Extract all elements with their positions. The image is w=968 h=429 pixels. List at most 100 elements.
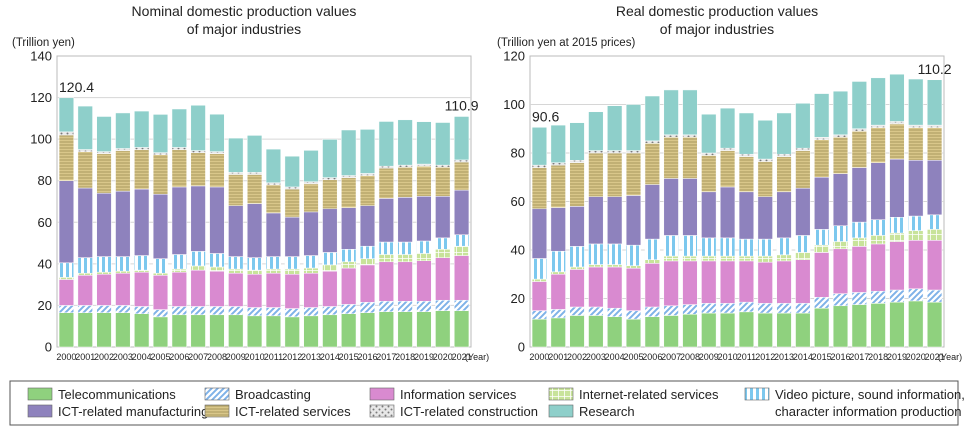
bar-segment [209, 266, 225, 272]
bar-segment [776, 112, 792, 155]
bar-segment [77, 187, 93, 258]
bar-segment [644, 306, 660, 317]
data-label: 120.4 [59, 79, 94, 95]
bar-segment [738, 301, 754, 313]
bar-segment [550, 250, 566, 273]
bar-segment [889, 158, 905, 218]
bar-segment [115, 148, 131, 151]
bar-segment [247, 315, 263, 348]
bar-segment [322, 252, 338, 266]
bar-segment [776, 191, 792, 239]
bar-segment [569, 162, 585, 207]
legend-swatch [369, 387, 395, 401]
bar-segment [435, 249, 451, 258]
bar-segment [851, 237, 867, 247]
bar-segment [454, 161, 470, 191]
bar-segment [531, 208, 547, 259]
bar-segment [134, 271, 150, 307]
x-axis-label: (Year) [465, 352, 489, 362]
bar-segment [58, 277, 74, 280]
bar-segment [247, 307, 263, 317]
x-tick-label: 2019 [414, 352, 434, 362]
bar-segment [701, 260, 717, 304]
bar-segment [569, 246, 585, 268]
bar-segment [550, 162, 566, 166]
bar-segment [644, 263, 660, 308]
bar-segment [870, 124, 886, 128]
bar-segment [247, 174, 263, 204]
x-tick-label: 2000 [56, 352, 76, 362]
x-tick-label: 2020 [906, 352, 926, 362]
bar-segment [228, 205, 244, 257]
bar-segment [908, 160, 924, 217]
legend-label: ICT-related construction [400, 404, 538, 419]
bar-segment [435, 257, 451, 301]
bar-segment [569, 160, 585, 163]
bar-segment [134, 255, 150, 271]
bar-segment [322, 139, 338, 178]
bar-segment [701, 155, 717, 193]
legend-swatch [27, 387, 53, 401]
bar-segment [397, 197, 413, 243]
bar-segment [435, 299, 451, 311]
bar-segment [77, 305, 93, 313]
bar-segment [851, 292, 867, 305]
bar-segment [341, 207, 357, 250]
chart-title-line: Nominal domestic production values [132, 3, 357, 19]
bar-segment [607, 152, 623, 197]
bar-segment [814, 93, 830, 138]
bar-segment [96, 312, 112, 348]
bar-segment [378, 301, 394, 312]
bar-segment [58, 312, 74, 348]
bar-segment [531, 127, 547, 166]
bar-segment [416, 260, 432, 302]
bar-segment [284, 155, 300, 188]
bar-segment [776, 156, 792, 193]
bar-segment [851, 81, 867, 129]
bar-segment [322, 177, 338, 180]
x-axis-label: (Year) [938, 352, 962, 362]
nominal-chart: Nominal domestic production values of maj… [12, 3, 489, 362]
bar-segment [77, 272, 93, 276]
bar-segment [171, 314, 187, 348]
bar-segment [795, 187, 811, 236]
bar-segment [284, 216, 300, 257]
y-tick-label: 80 [511, 146, 525, 161]
legend-label: Internet-related services [579, 387, 719, 402]
bar-segment [757, 161, 773, 197]
bar-segment [588, 196, 604, 245]
bar-segment [284, 256, 300, 270]
bar-segment [644, 238, 660, 260]
bar-segment [588, 243, 604, 265]
bar-segment [435, 164, 451, 168]
series-information-services [58, 255, 470, 310]
legend-item-telecommunications: Telecommunications [27, 387, 176, 402]
bar-segment [265, 272, 281, 308]
bar-segment [322, 270, 338, 307]
bar-segment [870, 235, 886, 245]
x-tick-label: 2007 [188, 352, 208, 362]
bar-segment [569, 266, 585, 270]
bar-segment [303, 211, 319, 256]
bar-segment [341, 313, 357, 348]
x-tick-label: 2018 [868, 352, 888, 362]
bar-segment [152, 193, 169, 259]
bar-segment [550, 271, 566, 275]
bar-segment [776, 312, 792, 348]
bar-segment [889, 301, 905, 348]
bar-segment [588, 315, 604, 348]
data-label: 90.6 [532, 108, 559, 124]
bar-segment [378, 167, 394, 199]
bar-segment [607, 264, 623, 268]
legend-swatch [548, 387, 574, 401]
bar-segment [134, 313, 150, 348]
bar-segment [96, 116, 112, 152]
bar-segment [531, 281, 547, 311]
bar-segment [814, 139, 830, 178]
x-tick-label: 2005 [150, 352, 170, 362]
bar-segment [607, 150, 623, 154]
bar-segment [607, 266, 623, 309]
bar-segment [303, 255, 319, 269]
legend-swatch [548, 404, 574, 418]
bar-segment [247, 269, 263, 275]
